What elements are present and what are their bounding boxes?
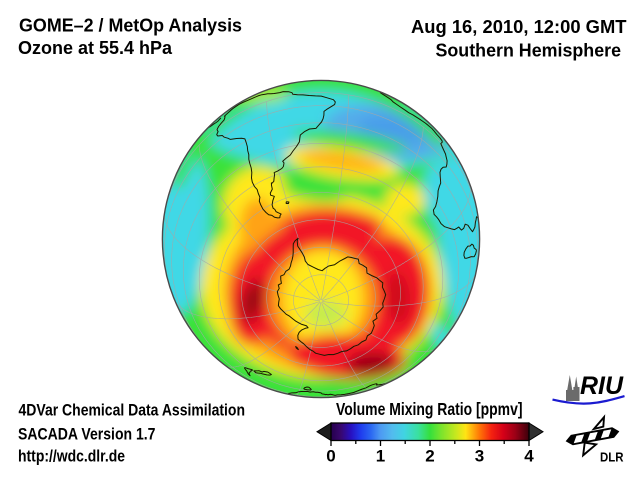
svg-text:0: 0 xyxy=(326,447,335,466)
svg-text:DLR: DLR xyxy=(600,450,624,465)
svg-text:SACADA Version 1.7: SACADA Version 1.7 xyxy=(18,426,156,444)
svg-text:1: 1 xyxy=(376,447,385,466)
svg-text:Ozone at 55.4 hPa: Ozone at 55.4 hPa xyxy=(18,38,173,58)
svg-text:4DVar Chemical Data Assimilati: 4DVar Chemical Data Assimilation xyxy=(19,402,246,420)
svg-text:Aug 16, 2010, 12:00 GMT: Aug 16, 2010, 12:00 GMT xyxy=(411,17,627,37)
svg-text:http://wdc.dlr.de: http://wdc.dlr.de xyxy=(18,447,125,465)
svg-text:Southern Hemisphere: Southern Hemisphere xyxy=(436,41,622,61)
svg-text:3: 3 xyxy=(475,447,484,466)
svg-text:Volume Mixing Ratio [ppmv]: Volume Mixing Ratio [ppmv] xyxy=(336,399,523,419)
svg-text:2: 2 xyxy=(425,447,434,466)
svg-text:GOME–2 / MetOp Analysis: GOME–2 / MetOp Analysis xyxy=(19,15,242,35)
svg-text:RIU: RIU xyxy=(580,372,624,400)
svg-text:4: 4 xyxy=(524,447,534,466)
